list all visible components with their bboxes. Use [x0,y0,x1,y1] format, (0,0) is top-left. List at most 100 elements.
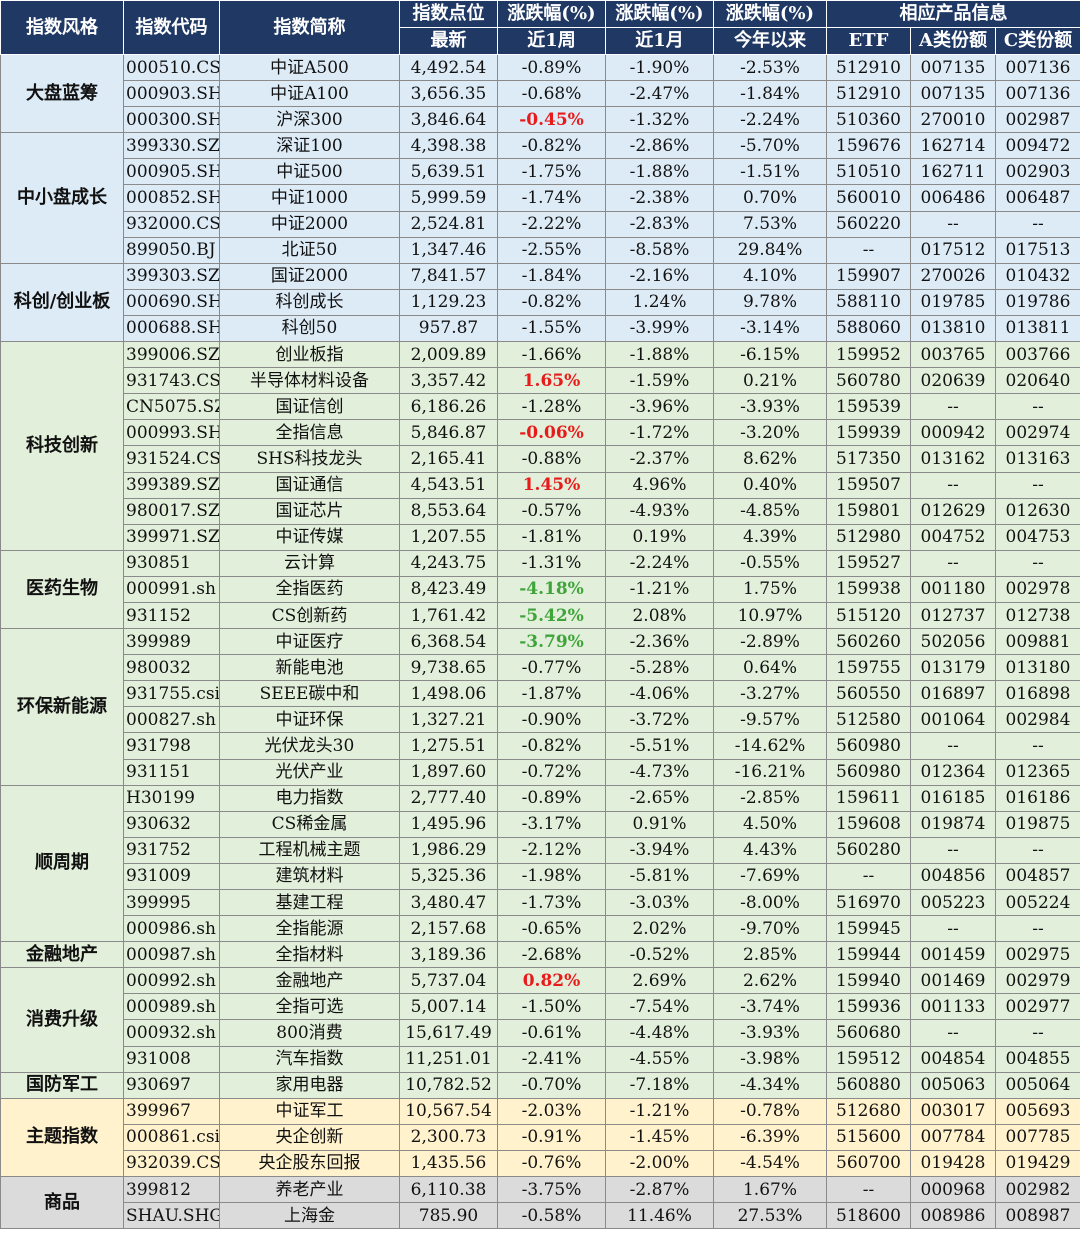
header-a-share: A类份额 [910,27,996,55]
index-points: 15,617.49 [399,1019,498,1047]
index-name: 中证医疗 [219,628,400,656]
change-ytd: -1.51% [713,158,827,186]
index-points: 5,639.51 [399,158,498,186]
index-name: 建筑材料 [219,862,400,891]
a-share-code: -- [910,732,996,760]
index-points: 1,347.46 [399,236,498,264]
index-name: 工程机械主题 [219,836,400,864]
index-name: CS创新药 [219,601,400,630]
index-code: 931152 [123,601,220,630]
change-week: -0.76% [497,1149,606,1178]
a-share-code: 007135 [910,53,996,82]
etf-code: 159936 [826,993,911,1021]
index-code: 000905.SH [123,158,220,186]
change-ytd: 27.53% [713,1202,827,1230]
c-share-code: -- [994,210,1080,238]
etf-code: 560700 [826,1149,911,1178]
a-share-code: 008986 [910,1202,996,1230]
etf-code: 516970 [826,888,911,917]
table-row: 000688.SH 科创50 957.87 -1.55% -3.99% -3.14% 588… [1,314,1080,343]
index-name: 创业板指 [219,341,400,369]
index-points: 4,398.38 [399,132,498,160]
group-label: 金融地产 [0,941,124,969]
change-ytd: 0.40% [713,471,827,499]
c-share-code: 016898 [994,680,1080,708]
index-code: 000510.CSI [123,53,220,82]
group-label: 主题指数 [0,1097,124,1178]
change-ytd: -2.85% [713,784,827,812]
index-code: 000300.SH [123,106,220,134]
change-month: -1.21% [605,1097,714,1125]
change-week: -0.06% [497,419,606,447]
etf-code: 560980 [826,732,911,760]
index-name: 上海金 [219,1202,400,1230]
etf-code: -- [826,236,911,264]
change-week: -1.75% [497,158,606,186]
change-ytd: 4.43% [713,836,827,864]
index-code: 000861.csi [123,1123,220,1151]
change-ytd: -6.15% [713,341,827,369]
c-share-code: 009881 [994,628,1080,656]
index-code: 930632 [123,810,220,838]
c-share-code: 002974 [994,419,1080,447]
change-week: -1.98% [497,862,606,891]
change-month: -1.32% [605,106,714,134]
table-row: 金融地产 000987.sh 全指材料 3,189.36 -2.68% -0.52% 2.8… [0,941,1080,969]
a-share-code: 000968 [910,1176,996,1204]
index-code: CN5075.SZ [123,393,220,421]
etf-code: 560260 [826,628,911,656]
group-label: 科技创新 [0,341,124,551]
group-label: 医药生物 [0,549,124,630]
index-code: 980032 [123,654,220,682]
a-share-code: 016897 [910,680,996,708]
change-month: -0.52% [605,941,714,969]
etf-code: 159938 [826,575,911,603]
index-name: 新能电池 [219,654,400,682]
table-row: 931524.CSI SHS科技龙头 2,165.41 -0.88% -2.37% 8.6… [1,445,1080,473]
table-row: 000827.sh 中证环保 1,327.21 -0.90% -3.72% -9.57% 5… [1,706,1080,734]
etf-code: 518600 [826,1202,911,1230]
index-points: 8,553.64 [399,497,498,525]
change-month: -2.83% [605,210,714,238]
index-points: 4,543.51 [399,471,498,499]
index-name: SEEE碳中和 [219,680,400,708]
index-name: 全指医药 [219,575,400,603]
c-share-code: 010432 [994,262,1080,290]
index-name: 全指信息 [219,419,400,447]
etf-code: 560220 [826,210,911,238]
c-share-code: 012365 [994,758,1080,786]
index-name: 基建工程 [219,888,400,917]
index-code: 000690.SH [123,288,220,316]
change-week: -2.22% [497,210,606,238]
c-share-code: -- [994,732,1080,760]
etf-code: 159507 [826,471,911,499]
index-name: 家用电器 [219,1071,400,1099]
change-week: -0.89% [497,53,606,82]
index-name: 全指可选 [219,993,400,1021]
etf-code: 159512 [826,1045,911,1073]
c-share-code: 012630 [994,497,1080,525]
c-share-code: 019875 [994,810,1080,838]
a-share-code: -- [910,549,996,577]
a-share-code: 019428 [910,1149,996,1178]
header-code: 指数代码 [123,0,220,55]
index-points: 3,357.42 [399,367,498,395]
change-week: -0.82% [497,288,606,316]
change-week: -2.68% [497,941,606,969]
table-row: 931743.CSI 半导体材料设备 3,357.42 1.65% -1.59% 0.21… [1,367,1080,395]
index-name: 汽车指数 [219,1045,400,1073]
change-week: -2.03% [497,1097,606,1125]
change-ytd: -2.53% [713,53,827,82]
index-code: 399330.SZ [123,132,220,160]
change-month: 2.69% [605,967,714,995]
c-share-code: 009472 [994,132,1080,160]
change-week: -3.75% [497,1176,606,1204]
a-share-code: 005063 [910,1071,996,1099]
index-name: 中证传媒 [219,523,400,551]
table-row: 主题指数 399967 中证军工 10,567.54 -2.03% -1.21% -0.78… [0,1097,1080,1178]
change-ytd: -3.20% [713,419,827,447]
change-ytd: 0.64% [713,654,827,682]
change-month: -2.00% [605,1149,714,1178]
change-month: 4.96% [605,471,714,499]
index-points: 6,186.26 [399,393,498,421]
